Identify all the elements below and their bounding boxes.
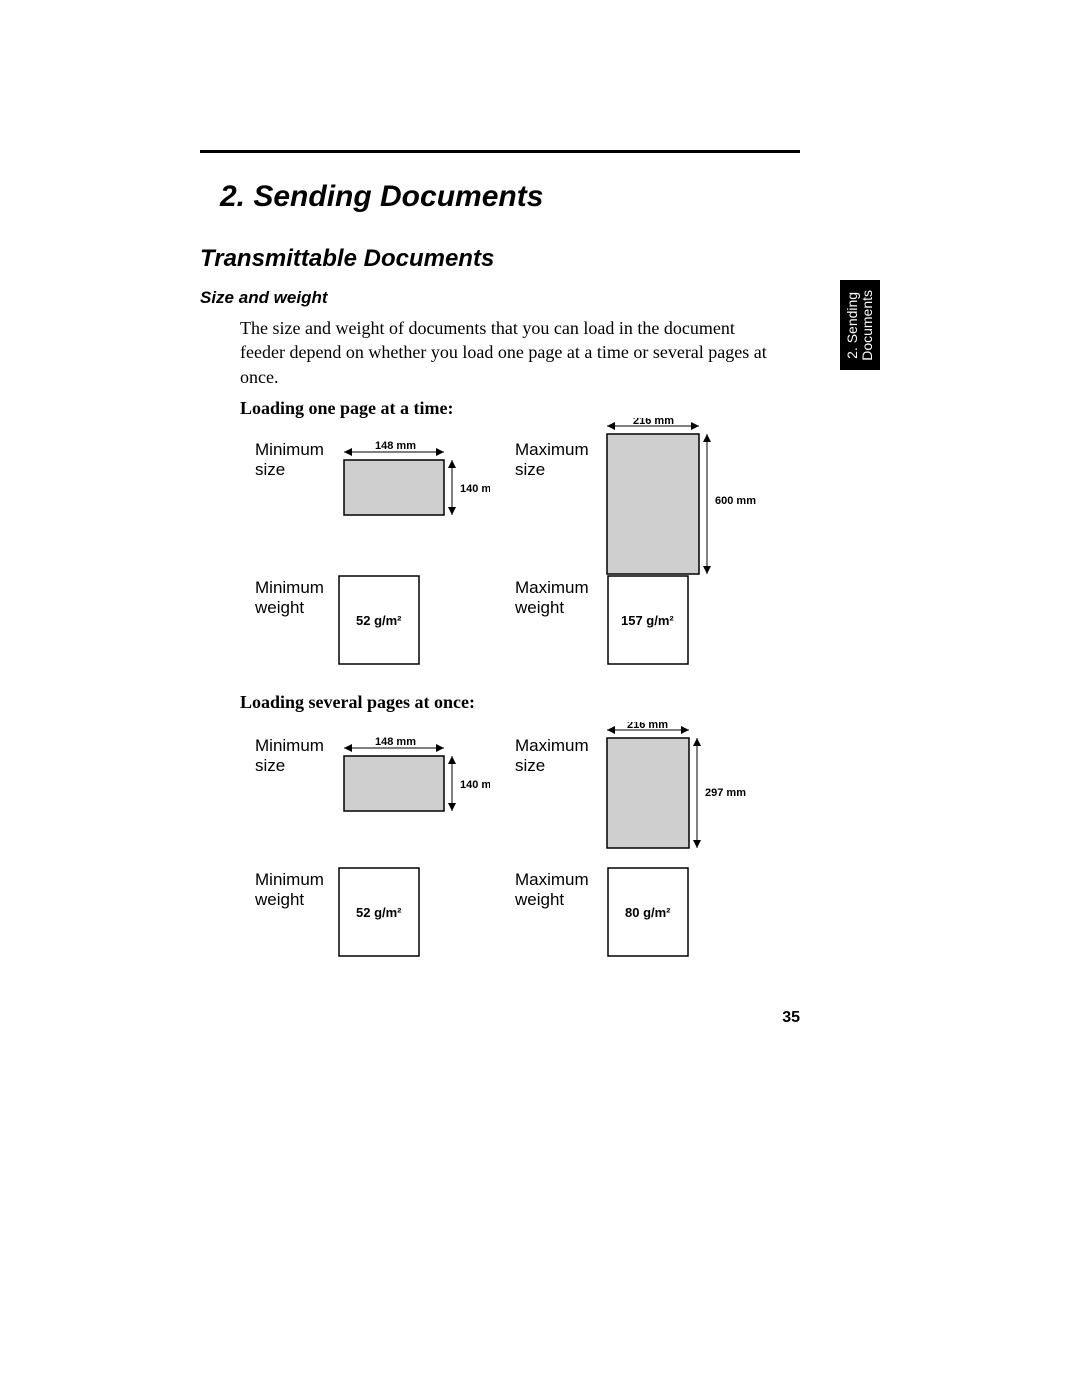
- thumb-tab: 2. SendingDocuments: [840, 280, 880, 370]
- dim-width-min-1: 148 mm: [375, 440, 416, 452]
- page-number: 35: [782, 1009, 800, 1027]
- diagram-min-weight-1: 52 g/m²: [338, 575, 448, 670]
- body-paragraph: The size and weight of documents that yo…: [240, 316, 780, 389]
- weight-min-2: 52 g/m²: [356, 905, 402, 920]
- group-heading-one-page: Loading one page at a time:: [240, 398, 454, 419]
- diagram-max-size-2: 216 mm 297 mm: [605, 722, 765, 852]
- section-title: Transmittable Documents: [200, 245, 494, 273]
- chapter-title: 2. Sending Documents: [220, 180, 543, 214]
- weight-min-1: 52 g/m²: [356, 613, 402, 628]
- dim-width-max-1: 216 mm: [633, 418, 674, 427]
- diagram-min-size-2: 148 mm 140 mm: [330, 726, 490, 826]
- weight-max-2: 80 g/m²: [625, 905, 671, 920]
- label-min-size-2: Minimumsize: [255, 736, 324, 777]
- dim-width-max-2: 216 mm: [627, 722, 668, 731]
- label-max-size-1: Maximumsize: [515, 440, 589, 481]
- subsection-title: Size and weight: [200, 288, 328, 308]
- diagram-max-weight-1: 157 g/m²: [607, 575, 717, 670]
- dim-height-min-1: 140 mm: [460, 483, 490, 495]
- diagram-max-weight-2: 80 g/m²: [607, 867, 717, 962]
- label-max-weight-2: Maximumweight: [515, 870, 589, 911]
- dim-height-max-1: 600 mm: [715, 495, 756, 507]
- label-min-size-1: Minimumsize: [255, 440, 324, 481]
- diagram-min-weight-2: 52 g/m²: [338, 867, 448, 962]
- diagram-max-size-1: 216 mm 600 mm: [605, 418, 765, 578]
- label-max-weight-1: Maximumweight: [515, 578, 589, 619]
- dim-height-min-2: 140 mm: [460, 779, 490, 791]
- label-min-weight-1: Minimumweight: [255, 578, 324, 619]
- page: 2. Sending Documents Transmittable Docum…: [0, 0, 1080, 1397]
- diagram-min-size-1: 148 mm 140 mm: [330, 430, 490, 530]
- label-max-size-2: Maximumsize: [515, 736, 589, 777]
- header-rule: [200, 150, 800, 153]
- weight-max-1: 157 g/m²: [621, 613, 674, 628]
- dim-height-max-2: 297 mm: [705, 787, 746, 799]
- group-heading-several: Loading several pages at once:: [240, 692, 475, 713]
- dim-width-min-2: 148 mm: [375, 736, 416, 748]
- label-min-weight-2: Minimumweight: [255, 870, 324, 911]
- thumb-tab-text: 2. SendingDocuments: [845, 290, 876, 361]
